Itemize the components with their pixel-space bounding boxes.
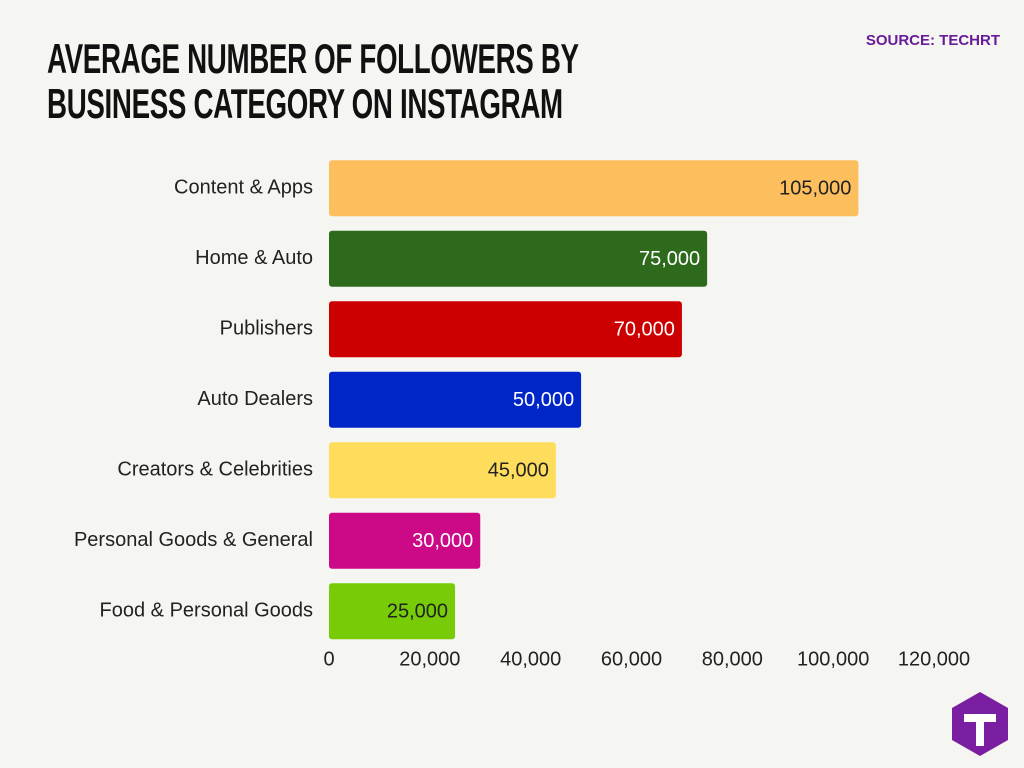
- x-tick-label: 60,000: [601, 648, 662, 670]
- x-tick-label: 100,000: [797, 648, 869, 670]
- source: SOURCE: TECHRT: [865, 32, 1000, 49]
- value-label: 75,000: [639, 248, 700, 270]
- category-label: Home & Auto: [195, 247, 313, 269]
- chart-title: AVERAGE NUMBER OF FOLLOWERS BY BUSINESS …: [47, 35, 579, 127]
- bar: [329, 371, 582, 428]
- category-label: Auto Dealers: [197, 388, 313, 410]
- x-tick-label: 0: [323, 648, 334, 670]
- bar: [329, 301, 682, 358]
- category-label: Food & Personal Goods: [100, 600, 313, 622]
- category-label: Content & Apps: [174, 177, 313, 199]
- value-label: 45,000: [488, 460, 549, 482]
- value-label: 50,000: [513, 389, 574, 411]
- value-label: 70,000: [614, 319, 675, 341]
- x-tick-label: 120,000: [898, 648, 970, 670]
- value-label: 30,000: [412, 530, 473, 552]
- x-tick-label: 80,000: [702, 648, 763, 670]
- bar: [329, 160, 859, 217]
- x-tick-label: 40,000: [500, 648, 561, 670]
- logo: [952, 692, 1008, 756]
- category-label: Creators & Celebrities: [117, 459, 313, 481]
- category-label: Personal Goods & General: [74, 529, 313, 551]
- category-label: Publishers: [220, 318, 313, 340]
- bar: [329, 230, 708, 287]
- bar: [329, 512, 481, 569]
- value-label: 25,000: [387, 601, 448, 623]
- value-label: 105,000: [779, 178, 851, 200]
- x-tick-label: 20,000: [399, 648, 460, 670]
- bar: [329, 583, 456, 640]
- bar: [329, 442, 556, 499]
